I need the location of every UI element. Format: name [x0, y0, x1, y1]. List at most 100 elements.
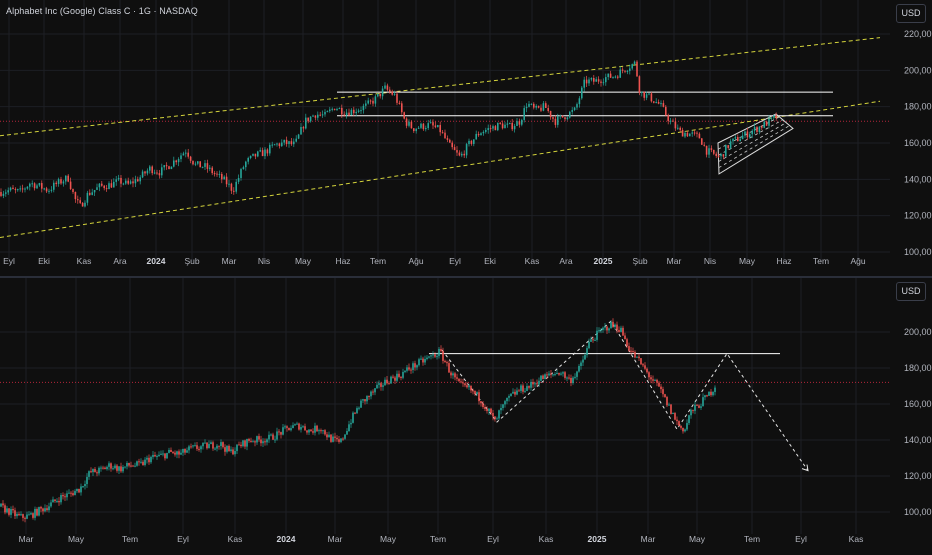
candle-body — [285, 139, 288, 145]
candle-body — [2, 503, 4, 506]
candle-body — [420, 123, 422, 128]
drawings-top[interactable] — [0, 37, 890, 238]
candle-body — [701, 138, 703, 145]
candle-body — [658, 382, 660, 387]
candle-body — [456, 377, 458, 379]
time-tick-label: Tem — [122, 534, 138, 544]
candle-body — [632, 351, 634, 353]
candle-body — [317, 114, 319, 118]
candle-body — [686, 132, 689, 137]
candle-body — [84, 484, 86, 487]
candle-body — [130, 465, 132, 467]
candle-body — [566, 377, 568, 379]
candle-body — [558, 372, 560, 375]
candle-body — [362, 399, 364, 401]
candle-body — [326, 111, 329, 113]
candle-body — [340, 438, 342, 442]
candle-body — [261, 150, 264, 157]
price-tick-label: 100,00 — [904, 247, 932, 257]
time-tick-label: Eyl — [487, 534, 499, 544]
candle-body — [464, 383, 466, 386]
candle-body — [298, 423, 300, 430]
candle-body — [398, 102, 401, 104]
candle-body — [72, 493, 74, 496]
candle-body — [50, 502, 52, 507]
candle-body — [674, 412, 676, 420]
candle-body — [667, 115, 669, 122]
candle-body — [492, 413, 494, 417]
candle-body — [641, 91, 643, 93]
candle-body — [628, 346, 630, 351]
candle-body — [182, 153, 185, 156]
candle-body — [192, 160, 194, 165]
candle-body — [166, 452, 168, 459]
candle-body — [580, 362, 582, 366]
candle-body — [128, 462, 130, 466]
candle-body — [633, 61, 636, 65]
candle-body — [446, 138, 449, 140]
candle-body — [318, 430, 320, 432]
pane-separator[interactable] — [0, 276, 932, 279]
drawings-bottom[interactable] — [0, 320, 890, 472]
candle-body — [677, 127, 679, 129]
currency-label[interactable]: USD — [896, 4, 926, 23]
candle-body — [626, 339, 628, 347]
candle-body — [474, 390, 476, 394]
candle-body — [572, 377, 574, 384]
candle-body — [643, 91, 645, 98]
chart-pane-bottom[interactable]: 200,00 180,00 160,00 140,00 120,00 100,00 Mar… — [0, 278, 932, 550]
candle-body — [152, 454, 154, 457]
candle-body — [151, 166, 153, 174]
symbol-title[interactable]: Alphabet Inc (Google) Class C · 1G · NAS… — [6, 6, 198, 16]
candle-body — [89, 192, 91, 195]
candle-body — [257, 151, 259, 157]
candle-body — [102, 467, 104, 469]
candle-body — [346, 431, 348, 435]
candle-body — [688, 415, 690, 424]
candle-body — [542, 375, 544, 380]
candle-body — [338, 107, 341, 109]
candle-body — [16, 513, 18, 517]
candle-body — [197, 161, 199, 164]
candle-body — [713, 149, 715, 154]
time-axis-top[interactable]: Eyl Eki Kas Ara 2024 Şub Mar Nis May Haz Tem Ağu Eyl… — [3, 256, 866, 266]
candle-body — [547, 108, 549, 111]
candle-body — [676, 419, 678, 422]
candle-body — [410, 369, 412, 371]
candle-body — [122, 466, 124, 472]
candle-body — [300, 427, 302, 430]
candle-body — [329, 109, 331, 112]
candle-body — [434, 125, 437, 128]
candle-body — [252, 441, 254, 443]
candle-body — [535, 105, 537, 108]
candle-body — [138, 461, 140, 463]
candle-body — [356, 408, 358, 414]
candle-body — [222, 442, 224, 448]
candle-body — [17, 189, 19, 191]
price-tick-label: 220,00 — [904, 29, 932, 39]
time-axis-bottom[interactable]: Mar May Tem Eyl Kas 2024 Mar May Tem Eyl Kas 2025 Ma… — [19, 534, 864, 544]
candle-body — [514, 391, 516, 395]
candle-body — [391, 91, 393, 95]
candle-body — [669, 120, 672, 122]
candle-body — [657, 102, 660, 104]
chart-pane-top[interactable]: 220,00 200,00 180,00 160,00 140,00 120,00 100,… — [0, 0, 932, 278]
candle-body — [492, 126, 494, 129]
candle-body — [460, 381, 462, 383]
candle-body — [622, 327, 624, 336]
currency-label[interactable]: USD — [896, 282, 926, 301]
flag-pattern — [717, 113, 794, 175]
candle-body — [67, 175, 69, 182]
price-chart-bottom[interactable]: 200,00 180,00 160,00 140,00 120,00 100,00 Mar… — [0, 278, 932, 550]
candle-body — [186, 450, 188, 453]
candle-body — [278, 143, 281, 147]
candle-body — [734, 137, 737, 139]
candle-body — [240, 444, 242, 447]
price-axis-bottom[interactable]: 200,00 180,00 160,00 140,00 120,00 100,00 — [904, 327, 932, 517]
candle-body — [722, 154, 725, 157]
price-chart-top[interactable]: 220,00 200,00 180,00 160,00 140,00 120,00 100,… — [0, 0, 932, 278]
candle-body — [386, 379, 388, 384]
candle-body — [132, 181, 134, 184]
price-axis-top[interactable]: 220,00 200,00 180,00 160,00 140,00 120,00 100,… — [904, 29, 932, 257]
candle-body — [69, 181, 72, 190]
